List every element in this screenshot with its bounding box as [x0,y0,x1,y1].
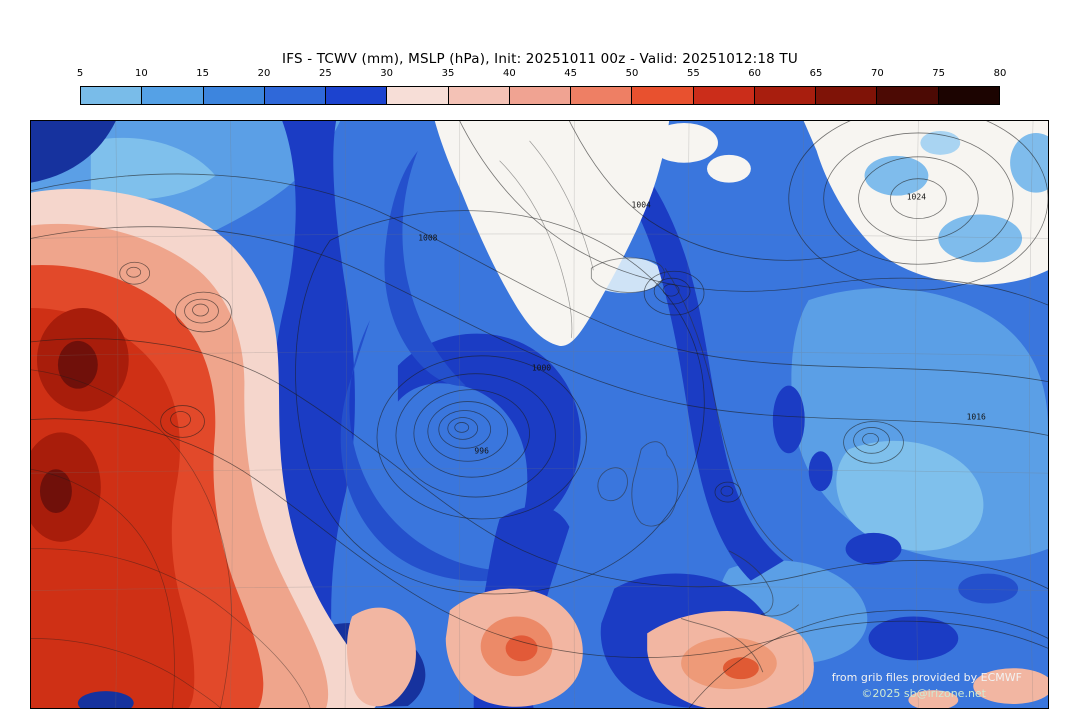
colorbar-segment [203,87,265,104]
colorbar-tick-label: 65 [809,68,823,79]
colorbar-segment [81,87,143,104]
tcwv-fill-layer [31,121,1048,708]
colorbar-tick-label: 60 [748,68,762,79]
colorbar-tick-label: 30 [380,68,394,79]
colorbar-segment [816,87,878,104]
colorbar-segment [693,87,755,104]
colorbar-segment [448,87,510,104]
colorbar-segment [387,87,449,104]
watermark-copyright: ©2025 sb@irizone.net [861,687,986,700]
colorbar-segment [877,87,939,104]
colorbar-tick-label: 75 [932,68,946,79]
colorbar-tick-label: 40 [502,68,516,79]
colorbar-tick-label: 35 [441,68,455,79]
colorbar-segment [509,87,572,104]
colorbar-tick-label: 45 [564,68,578,79]
weather-map: 1008 1000 996 1004 1024 1016 from grib files … [30,120,1049,709]
colorbar-segment [326,87,388,104]
colorbar-tick-label: 15 [196,68,210,79]
colorbar-tick-label: 10 [134,68,148,79]
colorbar-tick-label: 80 [993,68,1007,79]
graticule-layer [31,121,1048,708]
colorbar-segment [938,87,999,104]
chart-title: IFS - TCWV (mm), MSLP (hPa), Init: 20251… [282,51,798,67]
colorbar-segment [142,87,204,104]
colorbar-tick-label: 70 [870,68,884,79]
colorbar-tick-label: 20 [257,68,271,79]
coastline-layer [590,257,800,673]
mslp-contour-layer [31,121,1048,708]
colorbar-tick-label: 5 [76,68,84,79]
watermark-provider: from grib files provided by ECMWF [831,671,1022,684]
colorbar-tick-label: 50 [625,68,639,79]
colorbar-segment [754,87,817,104]
colorbar-segment [264,87,327,104]
colorbar-segment [571,87,633,104]
colorbar-tick-label: 25 [318,68,332,79]
colorbar [80,86,1000,105]
colorbar-segment [632,87,694,104]
colorbar-tick-row: 5 10 15 20 25 30 35 40 45 50 55 60 65 70 75 80 [76,68,1007,81]
map-canvas [31,121,1048,708]
colorbar-tick-label: 55 [686,68,700,79]
